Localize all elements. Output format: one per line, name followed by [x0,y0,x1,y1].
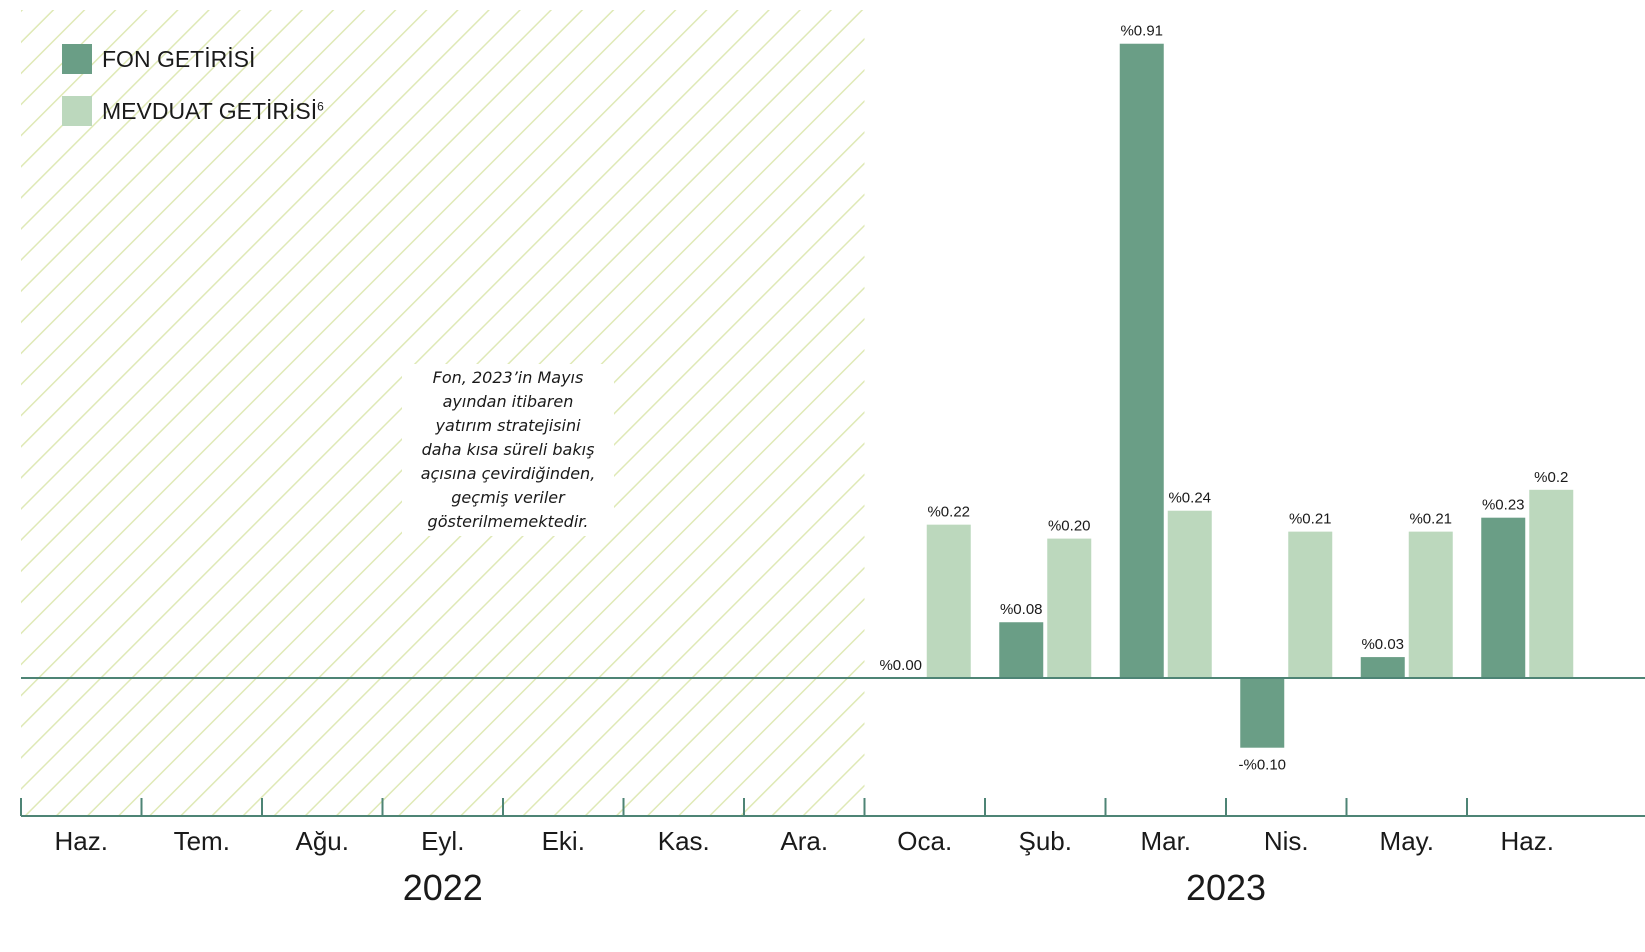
fund-value-label: %0.03 [1361,636,1404,653]
year-label: 2022 [403,867,483,908]
deposit-value-label: %0.21 [1289,511,1332,528]
legend-item-deposit: MEVDUAT GETİRİSİ6 [62,96,324,126]
deposit-swatch [62,96,92,126]
legend-deposit-text: MEVDUAT GETİRİSİ6 [102,98,324,125]
note-line: Fon, 2023’in Mayıs [432,368,584,387]
strategy-change-note: Fon, 2023’in Mayıs ayından itibaren yatı… [402,364,614,536]
note-line: geçmiş veriler [451,488,565,507]
fund-swatch [62,44,92,74]
fund-value-label: %0.08 [1000,601,1043,618]
fund-bar [1360,657,1405,678]
legend-deposit-label: MEVDUAT GETİRİSİ [102,97,318,124]
fund-value-label: %0.91 [1120,23,1163,40]
x-tick-label: Ara. [780,826,828,856]
fund-bar [999,622,1044,678]
x-tick-label: Mar. [1140,826,1191,856]
x-tick-label: Haz. [55,826,108,856]
x-tick-label: Nis. [1264,826,1309,856]
deposit-bar [926,524,971,678]
deposit-value-label: %0.2 [1534,469,1568,486]
note-line: yatırım stratejisini [435,416,581,435]
deposit-bar [1288,531,1333,678]
x-tick-label: Eyl. [421,826,464,856]
deposit-value-label: %0.22 [927,504,970,521]
legend: FON GETİRİSİ MEVDUAT GETİRİSİ6 [62,44,324,148]
x-tick-label: Kas. [658,826,710,856]
note-line: daha kısa süreli bakış [421,440,595,459]
x-tick-label: Oca. [897,826,952,856]
deposit-bar [1408,531,1453,678]
note-line: gösterilmemektedir. [427,512,589,531]
x-tick-label: Ağu. [296,826,350,856]
year-label: 2023 [1186,867,1266,908]
deposit-bar [1047,538,1092,678]
deposit-value-label: %0.20 [1048,518,1091,535]
x-tick-label: May. [1380,826,1434,856]
fund-value-label: -%0.10 [1238,757,1286,774]
legend-fund-label: FON GETİRİSİ [102,45,256,72]
deposit-bar [1529,489,1574,678]
legend-item-fund: FON GETİRİSİ [62,44,324,74]
fund-bar [1481,517,1526,678]
x-tick-label: Şub. [1019,826,1073,856]
deposit-bar [1167,510,1212,678]
note-line: ayından itibaren [442,392,574,411]
legend-deposit-footnote: 6 [317,98,324,113]
fund-bar [1240,678,1285,748]
deposit-value-label: %0.24 [1168,490,1211,507]
note-line: açısına çevirdiğinden, [420,464,596,483]
x-tick-label: Tem. [174,826,230,856]
fund-value-label: %0.23 [1482,497,1525,514]
fund-bar [1119,43,1164,679]
x-tick-label: Haz. [1501,826,1554,856]
x-tick-label: Eki. [542,826,585,856]
fund-value-label: %0.00 [879,657,922,674]
deposit-value-label: %0.21 [1409,511,1452,528]
